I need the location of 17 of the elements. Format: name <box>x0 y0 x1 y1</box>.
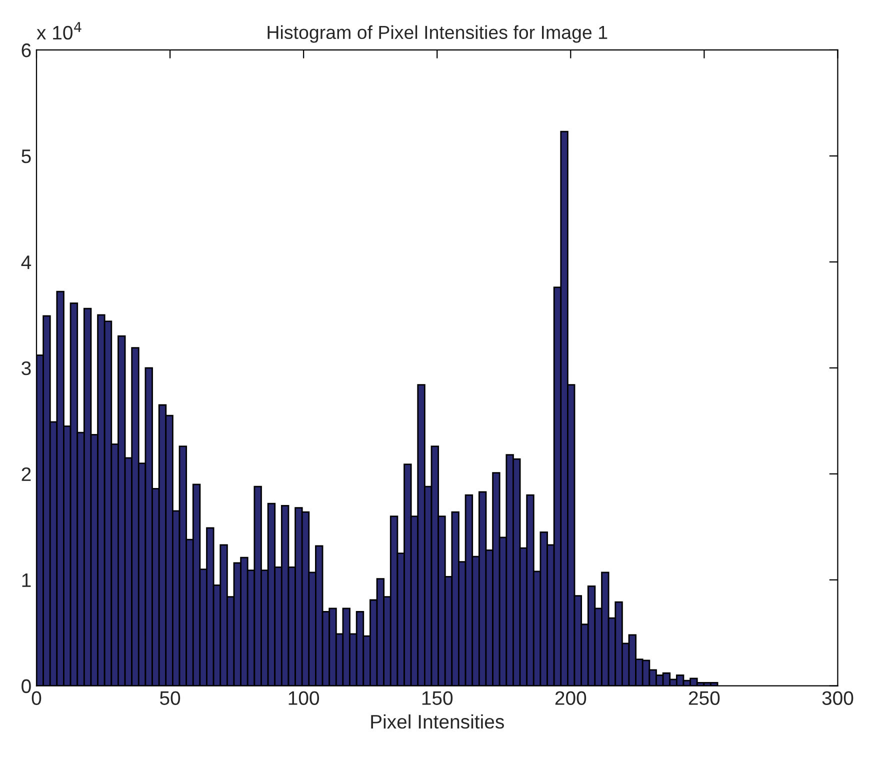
x-tick-label: 50 <box>160 691 180 705</box>
x-tick-label: 200 <box>555 691 586 705</box>
x-tick-label: 250 <box>688 691 720 705</box>
y-tick-label: 2 <box>22 467 31 481</box>
y-tick-label: 1 <box>22 574 31 587</box>
chart-title: Histogram of Pixel Intensities for Image 1 <box>268 25 608 43</box>
y-tick-label: 3 <box>22 361 31 376</box>
y-tick-label: 4 <box>21 256 32 269</box>
y-tick-label: 0 <box>22 679 31 694</box>
x-tick-label: 150 <box>422 691 453 705</box>
x-tick-label: 100 <box>288 691 320 705</box>
y-tick-label: 6 <box>22 43 31 58</box>
x-axis-title: Pixel Intensities <box>371 714 504 729</box>
x-tick-label: 0 <box>32 691 42 705</box>
text: x 10$^{4}$ <box>36 22 82 40</box>
y-tick-label: 5 <box>22 150 31 164</box>
x-tick-label: 300 <box>822 691 854 705</box>
